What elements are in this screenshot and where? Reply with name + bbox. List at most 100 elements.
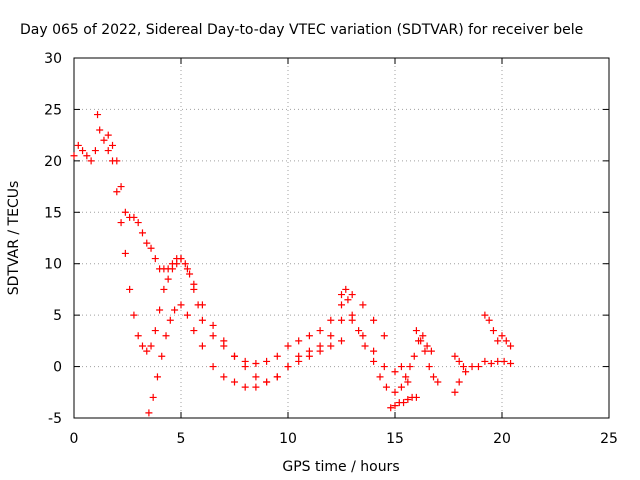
data-point: [138, 229, 146, 237]
data-point: [273, 352, 281, 360]
data-point: [397, 363, 405, 371]
x-tick-label: 15: [386, 431, 404, 447]
data-point: [348, 291, 356, 299]
data-point: [391, 368, 399, 376]
data-point: [109, 157, 117, 165]
data-point: [361, 342, 369, 350]
data-point: [455, 357, 463, 365]
data-point: [168, 265, 176, 273]
data-point: [186, 270, 194, 278]
data-point: [104, 131, 112, 139]
data-point: [459, 363, 467, 371]
data-point: [151, 327, 159, 335]
data-point: [220, 373, 228, 381]
data-point: [209, 332, 217, 340]
series-track-d: [338, 291, 412, 396]
data-point: [220, 337, 228, 345]
data-point: [156, 306, 164, 314]
data-point: [494, 337, 502, 345]
data-point: [338, 291, 345, 299]
data-point: [145, 409, 153, 417]
data-point: [402, 373, 410, 381]
y-tick-label: -5: [48, 411, 62, 427]
data-point: [171, 306, 179, 314]
data-point: [359, 332, 367, 340]
data-point: [406, 363, 414, 371]
y-tick-label: 0: [53, 360, 62, 376]
data-point: [147, 244, 155, 252]
data-point: [380, 363, 388, 371]
data-point: [468, 363, 476, 371]
data-point: [400, 399, 408, 407]
data-point: [451, 352, 459, 360]
data-point: [498, 332, 506, 340]
data-point: [397, 383, 405, 391]
data-point: [113, 188, 121, 196]
data-point: [252, 359, 260, 367]
y-tick-label: 25: [44, 102, 62, 118]
data-point: [134, 219, 142, 227]
data-point: [348, 311, 356, 319]
series-track-a: [70, 111, 388, 367]
data-point: [143, 347, 151, 355]
data-point: [198, 316, 206, 324]
data-point: [481, 311, 489, 319]
series-track-b: [104, 131, 405, 386]
data-point: [423, 342, 431, 350]
data-point: [421, 347, 429, 355]
data-point: [455, 378, 463, 386]
data-point: [117, 183, 125, 191]
data-point: [74, 141, 82, 149]
data-point: [380, 332, 388, 340]
data-point: [177, 301, 185, 309]
series-track-i: [451, 357, 515, 396]
data-point: [252, 373, 260, 381]
data-point: [173, 260, 181, 268]
data-point: [241, 363, 249, 371]
data-point: [327, 316, 335, 324]
data-point: [149, 393, 157, 401]
data-point: [305, 352, 313, 360]
data-point: [419, 332, 427, 340]
data-point: [404, 395, 412, 403]
series-track-f: [402, 332, 435, 381]
data-point: [91, 147, 99, 155]
y-tick-label: 15: [44, 205, 62, 221]
data-point: [355, 327, 363, 335]
data-point: [370, 347, 378, 355]
data-point: [417, 337, 425, 345]
data-point: [138, 342, 146, 350]
data-point: [177, 255, 185, 263]
data-point: [370, 316, 378, 324]
data-point: [487, 359, 495, 367]
data-point: [382, 383, 390, 391]
data-point: [104, 147, 112, 155]
data-point: [130, 213, 138, 221]
data-point: [507, 359, 515, 367]
plot-frame: [73, 57, 610, 419]
data-point: [338, 316, 345, 324]
data-point: [231, 352, 238, 360]
data-point: [117, 219, 125, 227]
data-point: [481, 357, 489, 365]
data-point: [198, 301, 206, 309]
data-point: [263, 378, 271, 386]
data-point: [305, 332, 313, 340]
data-point: [190, 280, 198, 288]
data-point: [412, 327, 420, 335]
data-point: [121, 208, 129, 216]
data-point: [94, 111, 102, 119]
data-point: [370, 357, 378, 365]
data-point: [209, 321, 217, 329]
data-point: [295, 337, 303, 345]
x-axis-label: GPS time / hours: [282, 459, 399, 475]
grid-layer: [74, 58, 609, 418]
series-track-h: [451, 352, 467, 371]
data-point: [153, 373, 161, 381]
data-point: [158, 352, 166, 360]
x-tick-label: 20: [493, 431, 511, 447]
data-point: [209, 363, 217, 371]
data-point: [327, 332, 335, 340]
data-point: [430, 373, 438, 381]
